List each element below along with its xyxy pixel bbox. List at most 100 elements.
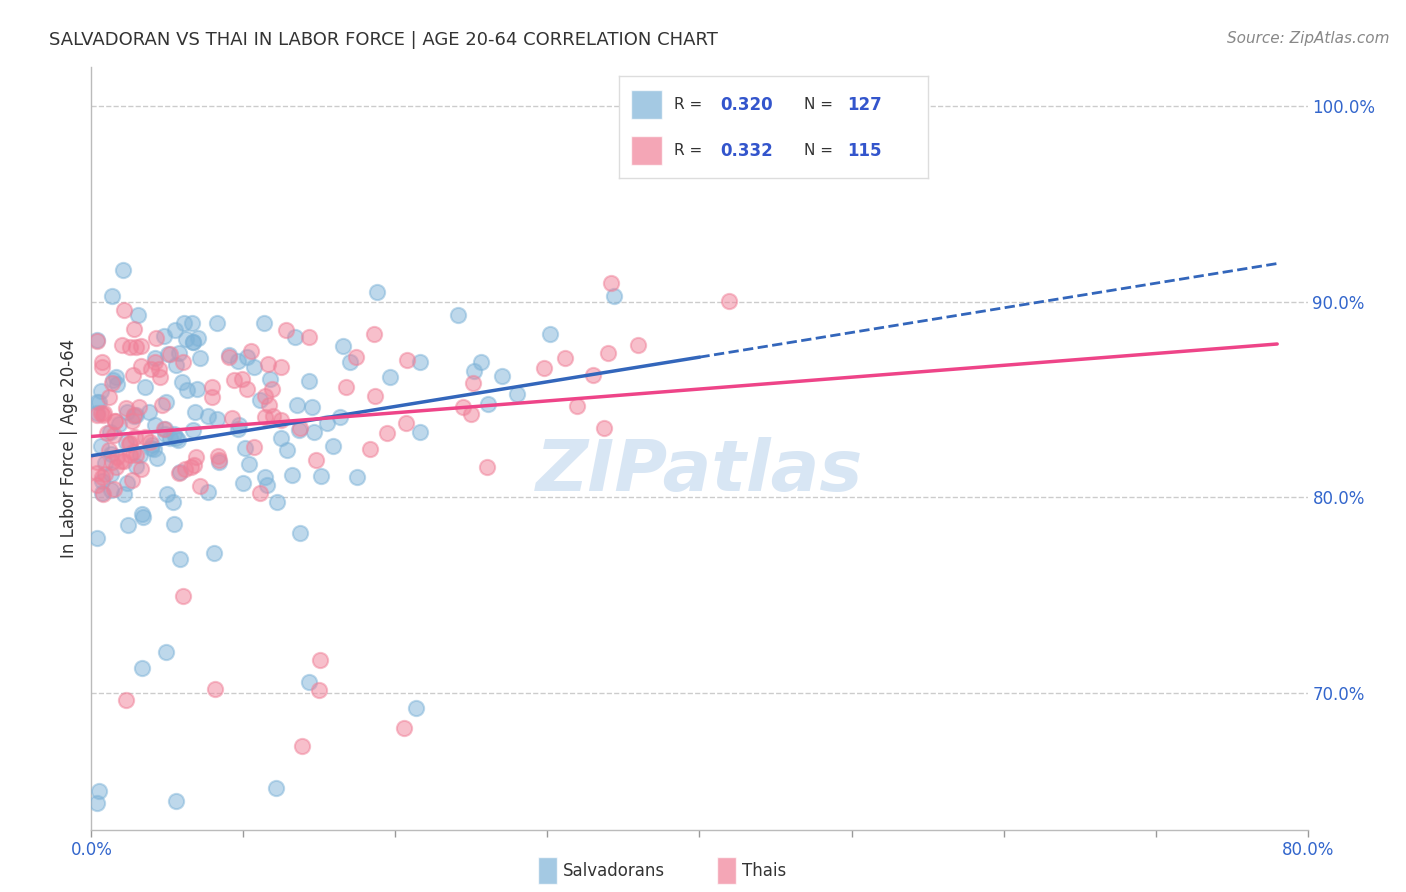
Point — [139, 435, 162, 450]
Point — [491, 368, 513, 383]
Point — [128, 401, 150, 415]
Point — [155, 645, 177, 659]
Point — [174, 332, 197, 346]
Point — [270, 413, 292, 427]
Point — [197, 409, 219, 423]
Point — [262, 382, 284, 396]
Point — [122, 409, 145, 423]
Point — [201, 380, 224, 394]
Text: R =: R = — [675, 97, 707, 112]
Point — [366, 285, 388, 299]
Point — [100, 376, 122, 390]
Point — [298, 330, 321, 344]
Point — [173, 316, 195, 330]
Point — [115, 401, 138, 416]
Point — [124, 430, 146, 444]
Point — [201, 390, 224, 404]
Point — [554, 351, 576, 366]
Point — [90, 438, 112, 452]
Point — [143, 351, 166, 365]
Point — [183, 458, 205, 472]
Point — [110, 454, 132, 468]
Point — [122, 322, 145, 336]
Point — [93, 406, 115, 420]
Point — [477, 397, 499, 411]
Bar — [631, 90, 662, 119]
Point — [121, 474, 143, 488]
Point — [105, 377, 128, 392]
Point — [134, 430, 156, 444]
Point — [117, 517, 139, 532]
Point — [129, 359, 152, 374]
Point — [156, 487, 179, 501]
Point — [298, 374, 321, 388]
Point — [172, 355, 194, 369]
Point — [470, 355, 492, 369]
Point — [446, 308, 468, 322]
Text: 0.332: 0.332 — [721, 142, 773, 160]
Point — [104, 415, 127, 429]
Point — [346, 469, 368, 483]
Point — [243, 359, 266, 374]
Point — [173, 462, 195, 476]
Point — [90, 486, 112, 500]
Point — [202, 546, 225, 560]
Point — [396, 352, 419, 367]
Point — [127, 308, 149, 322]
Point — [254, 469, 277, 483]
Point — [172, 589, 194, 603]
Point — [104, 414, 127, 428]
Point — [287, 423, 309, 437]
Point — [89, 395, 111, 409]
Point — [91, 355, 114, 369]
Point — [339, 355, 361, 369]
Point — [148, 362, 170, 376]
Point — [309, 653, 332, 667]
Point — [156, 347, 179, 361]
Point — [165, 322, 187, 336]
Point — [207, 449, 229, 463]
Point — [197, 485, 219, 500]
Point — [105, 450, 128, 464]
Point — [344, 350, 367, 364]
Point — [395, 416, 418, 430]
Point — [90, 406, 112, 420]
Point — [86, 406, 108, 420]
Point — [91, 474, 114, 488]
Point — [176, 384, 198, 398]
Point — [218, 350, 240, 364]
Point — [301, 400, 323, 414]
Point — [163, 427, 186, 442]
Point — [305, 453, 328, 467]
Point — [86, 333, 108, 347]
Point — [121, 445, 143, 459]
Point — [218, 348, 240, 362]
Point — [253, 389, 276, 403]
Point — [138, 405, 160, 419]
Point — [364, 389, 387, 403]
Point — [129, 462, 152, 476]
Point — [538, 327, 561, 342]
Point — [86, 408, 108, 422]
Point — [451, 401, 474, 415]
Point — [308, 683, 330, 698]
Point — [166, 431, 188, 445]
Point — [118, 448, 141, 462]
Text: 115: 115 — [848, 142, 882, 160]
Text: Thais: Thais — [742, 862, 786, 880]
Point — [181, 423, 204, 437]
Point — [159, 431, 181, 445]
Point — [184, 405, 207, 419]
Point — [233, 441, 256, 455]
Point — [238, 457, 260, 471]
Point — [309, 469, 332, 483]
Bar — [631, 136, 662, 165]
Point — [121, 368, 143, 382]
Point — [166, 433, 188, 447]
Point — [132, 509, 155, 524]
Point — [270, 431, 292, 445]
Point — [236, 350, 259, 364]
Text: Salvadorans: Salvadorans — [562, 862, 665, 880]
Point — [112, 486, 135, 500]
Point — [100, 483, 122, 497]
